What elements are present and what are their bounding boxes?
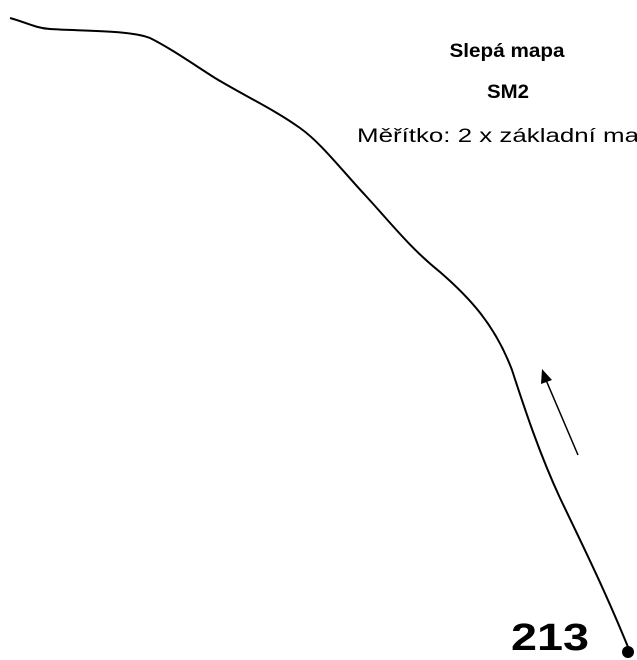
map-scale: Měřítko: 2 x základní ma [357, 126, 637, 147]
route-line [9, 17, 631, 653]
map-title: Slepá mapa [450, 41, 565, 62]
direction-arrow [545, 379, 579, 456]
point-label: 213 [511, 617, 589, 659]
end-point [622, 646, 634, 658]
map-code: SM2 [487, 82, 529, 103]
arrow-head [541, 369, 552, 384]
